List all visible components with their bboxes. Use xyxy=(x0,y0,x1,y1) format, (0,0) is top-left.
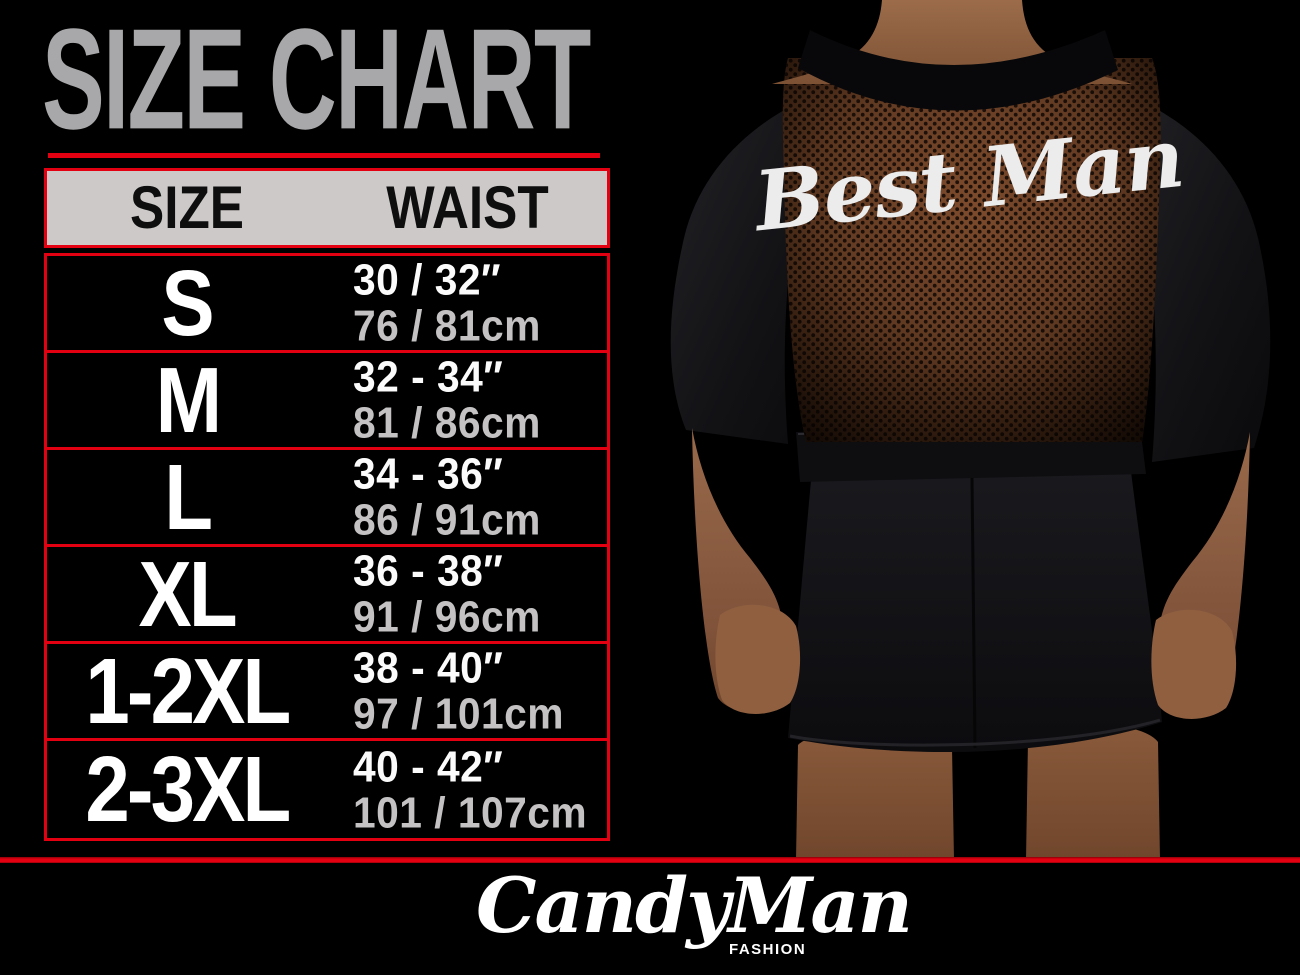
size-value: 2-3XL xyxy=(85,737,291,841)
waist-cm: 97 / 101cm xyxy=(353,689,564,738)
table-row: L 34 - 36″ 86 / 91cm xyxy=(47,445,607,548)
waist-inches: 38 - 40″ xyxy=(353,643,504,692)
table-row: M 32 - 34″ 81 / 86cm xyxy=(47,348,607,451)
waist-inches: 36 - 38″ xyxy=(353,546,504,595)
right-hand xyxy=(1151,609,1237,719)
left-hand xyxy=(715,604,801,714)
skirt-hem-edge xyxy=(789,718,1161,747)
title-underline-rule xyxy=(48,153,600,158)
waist-cell: 40 - 42″ 101 / 107cm xyxy=(327,741,607,837)
fashion-label: FASHION xyxy=(729,941,807,958)
waist-cell: 34 - 36″ 86 / 91cm xyxy=(327,449,607,544)
footer-divider-rule xyxy=(0,857,1300,863)
size-value: L xyxy=(164,444,213,549)
size-cell: 1-2XL xyxy=(47,639,327,742)
size-cell: XL xyxy=(47,542,327,645)
size-cell: M xyxy=(47,348,327,451)
waist-cell: 38 - 40″ 97 / 101cm xyxy=(327,643,607,738)
left-thigh xyxy=(796,730,954,860)
size-value: M xyxy=(155,347,221,452)
waist-cm: 86 / 91cm xyxy=(353,495,541,544)
size-cell: S xyxy=(47,251,327,354)
page-title: SIZE CHART xyxy=(42,0,591,160)
table-row: 1-2XL 38 - 40″ 97 / 101cm xyxy=(47,639,607,742)
waist-inches: 30 / 32″ xyxy=(353,255,501,304)
waist-inches: 34 - 36″ xyxy=(353,449,504,498)
waist-cell: 30 / 32″ 76 / 81cm xyxy=(327,255,607,350)
skirt-center-seam xyxy=(970,477,977,749)
waist-inches: 32 - 34″ xyxy=(353,352,504,401)
table-header-row: SIZE WAIST xyxy=(44,168,610,248)
right-thigh xyxy=(1026,724,1160,860)
candyman-logo: CandyMan xyxy=(476,861,913,950)
waist-cm: 76 / 81cm xyxy=(353,301,541,350)
size-chart-table: SIZE WAIST S 30 / 32″ 76 / 81cm M 32 - 3… xyxy=(44,168,610,841)
table-body: S 30 / 32″ 76 / 81cm M 32 - 34″ 81 / 86c… xyxy=(44,251,610,841)
mesh-shading xyxy=(782,58,1161,442)
header-cell-waist: WAIST xyxy=(327,171,607,245)
waist-cell: 36 - 38″ 91 / 96cm xyxy=(327,546,607,641)
header-cell-size: SIZE xyxy=(47,171,327,245)
waist-cm: 101 / 107cm xyxy=(353,787,588,837)
size-value: S xyxy=(161,250,215,355)
header-size-label: SIZE xyxy=(129,174,245,242)
size-value: XL xyxy=(138,541,238,646)
model-photo: Best Man xyxy=(670,0,1271,860)
header-waist-label: WAIST xyxy=(385,174,549,242)
waist-inches: 40 - 42″ xyxy=(353,741,504,791)
size-cell: 2-3XL xyxy=(47,737,327,840)
table-row: XL 36 - 38″ 91 / 96cm xyxy=(47,542,607,645)
robe-collar xyxy=(798,30,1118,111)
robe-skirt xyxy=(788,464,1162,752)
waist-cm: 81 / 86cm xyxy=(353,398,541,447)
table-row: 2-3XL 40 - 42″ 101 / 107cm xyxy=(47,737,607,840)
size-value: 1-2XL xyxy=(85,638,291,743)
waist-cm: 91 / 96cm xyxy=(353,592,541,641)
size-cell: L xyxy=(47,445,327,548)
table-row: S 30 / 32″ 76 / 81cm xyxy=(47,251,607,354)
waist-cell: 32 - 34″ 81 / 86cm xyxy=(327,352,607,447)
